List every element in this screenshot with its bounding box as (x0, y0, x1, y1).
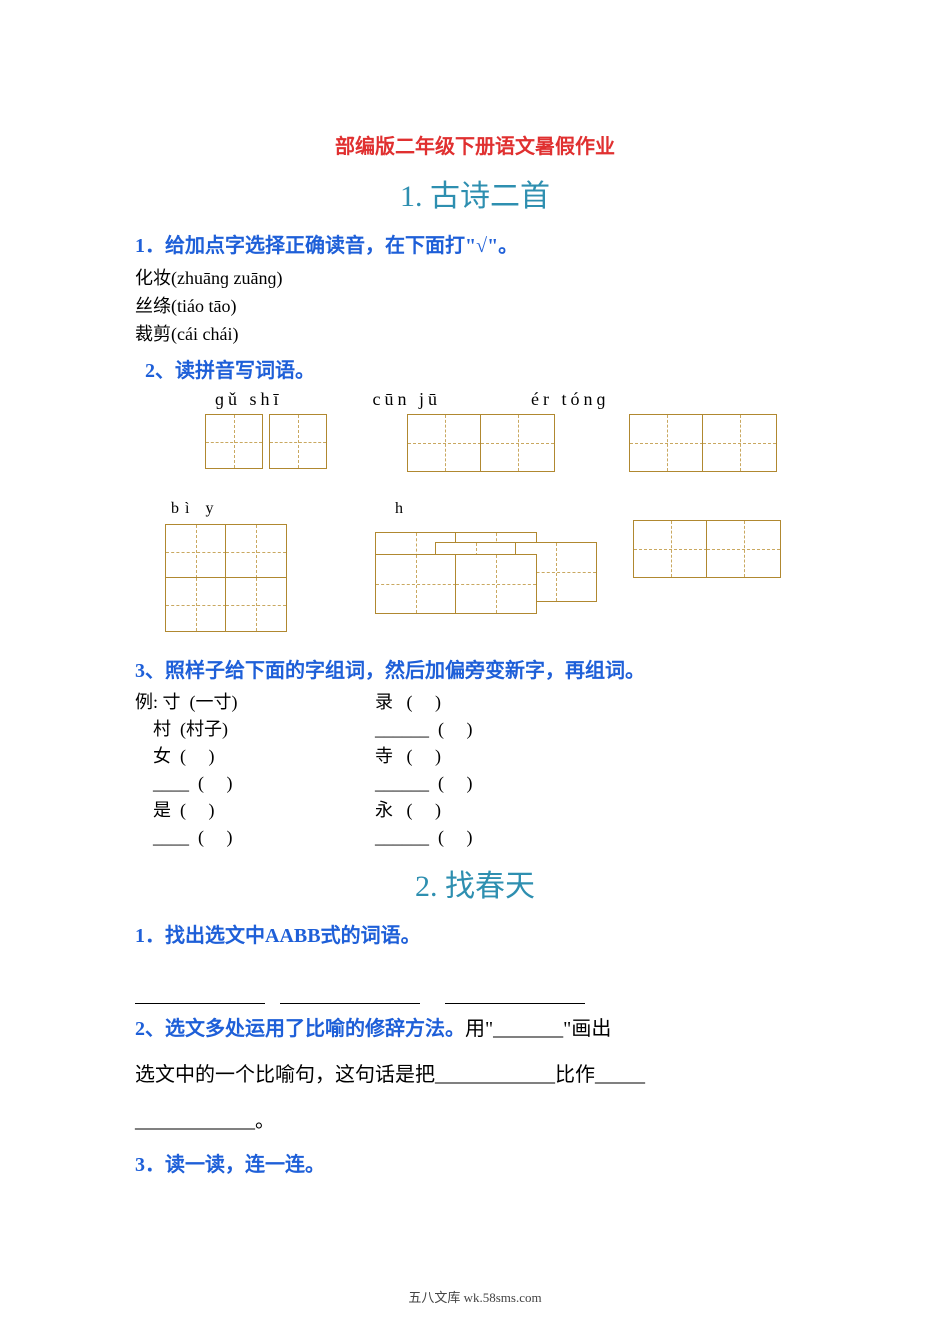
s1-q1-line2: 丝绦(tiáo tāo) (135, 292, 815, 318)
tz-label-1: bì y (171, 500, 219, 518)
s1-q1-line1: 化妆(zhuānɡ zuānɡ) (135, 264, 815, 290)
q3-cell: 女 ( ) (135, 743, 375, 770)
tianzi-cell (375, 554, 457, 614)
tianzi-g4 (165, 524, 287, 632)
s1-q3-table: 例: 寸 (一寸)录 ( ) 村 (村子)______ ( ) 女 ( )寺 (… (135, 689, 815, 851)
tianzi-cell (706, 520, 781, 578)
q3-cell: 录 ( ) (375, 689, 615, 716)
pinyin-3: ér tónɡ (531, 389, 609, 410)
tianzi-g7 (633, 520, 781, 578)
s1-q3-title: 3、照样子给下面的字组词，然后加偏旁变新字，再组词。 (135, 654, 815, 683)
q3-cell: ______ ( ) (375, 716, 615, 743)
tianzi-cell (633, 520, 708, 578)
q3-cell: 寺 ( ) (375, 743, 615, 770)
tianzi-g3 (629, 414, 777, 472)
s2-q2-prefix: 2、选文多处运用了比喻的修辞方法。 (135, 1018, 465, 1040)
tianzi-g6 (435, 542, 597, 614)
tianzi-g1 (205, 414, 327, 469)
document-title: 部编版二年级下册语文暑假作业 (135, 130, 815, 159)
s1-q2-title: 2、读拼音写词语。 (135, 354, 815, 383)
tianzi-cell (480, 414, 555, 472)
tianzi-g2 (407, 414, 555, 472)
s2-q2-mid1: 用"_______"画出 (465, 1018, 611, 1040)
q3-cell: ______ ( ) (375, 770, 615, 797)
s1-q1-title: 1．给加点字选择正确读音，在下面打"√"。 (135, 229, 815, 258)
q3-cell: 永 ( ) (375, 797, 615, 824)
s2-q2-line2: 选文中的一个比喻句，这句话是把____________比作_____ (135, 1054, 815, 1096)
q3-cell: 是 ( ) (135, 797, 375, 824)
q3-cell: 村 (村子) (135, 716, 375, 743)
q3-cell: ______ ( ) (375, 824, 615, 851)
tianzi-cell (165, 524, 227, 579)
tianzi-cell (165, 577, 227, 632)
q3-cell: ____ ( ) (135, 824, 375, 851)
tianzi-cell (702, 414, 777, 472)
section-2-title: 2. 找春天 (135, 861, 815, 905)
pinyin-1: ɡǔ shī (215, 389, 283, 410)
s1-q2-pinyin-row: ɡǔ shī cūn jū ér tónɡ (135, 389, 815, 410)
tianzi-cell (225, 577, 287, 632)
tianzi-cell (225, 524, 287, 579)
q3-cell: ____ ( ) (135, 770, 375, 797)
tianzi-cell (407, 414, 482, 472)
s1-q1-line3: 裁剪(cái chái) (135, 320, 815, 346)
q3-cell: 例: 寸 (一寸) (135, 689, 375, 716)
tianzi-cell (205, 414, 263, 469)
pinyin-2: cūn jū (373, 389, 442, 410)
tz-label-2: h (395, 500, 409, 518)
s2-q1-blanks (135, 962, 815, 1004)
tianzi-cell (455, 554, 537, 614)
tianzi-grid-container: bì y h (135, 414, 815, 644)
page-footer: 五八文库 wk.58sms.com (0, 1287, 950, 1306)
tianzi-cell (629, 414, 704, 472)
section-1-title: 1. 古诗二首 (135, 171, 815, 215)
tianzi-cell (269, 414, 327, 469)
s2-q1-title: 1．找出选文中AABB式的词语。 (135, 919, 815, 948)
s2-q3-title: 3．读一读，连一连。 (135, 1148, 815, 1177)
s2-q2-line3: ____________。 (135, 1100, 815, 1142)
s2-q2-line1: 2、选文多处运用了比喻的修辞方法。用"_______"画出 (135, 1008, 815, 1050)
